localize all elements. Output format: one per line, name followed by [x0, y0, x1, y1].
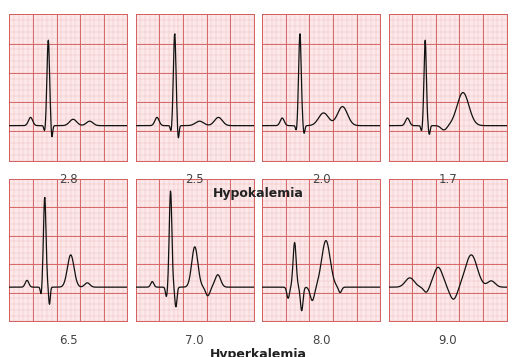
Text: 2.0: 2.0	[312, 173, 331, 186]
Text: Hypokalemia: Hypokalemia	[213, 187, 303, 200]
Text: 7.0: 7.0	[185, 334, 204, 347]
Text: 2.8: 2.8	[59, 173, 78, 186]
Text: 2.5: 2.5	[185, 173, 204, 186]
Text: 9.0: 9.0	[438, 334, 457, 347]
Text: 8.0: 8.0	[312, 334, 330, 347]
Text: 6.5: 6.5	[59, 334, 78, 347]
Text: 1.7: 1.7	[438, 173, 457, 186]
Text: Hyperkalemia: Hyperkalemia	[209, 348, 307, 357]
